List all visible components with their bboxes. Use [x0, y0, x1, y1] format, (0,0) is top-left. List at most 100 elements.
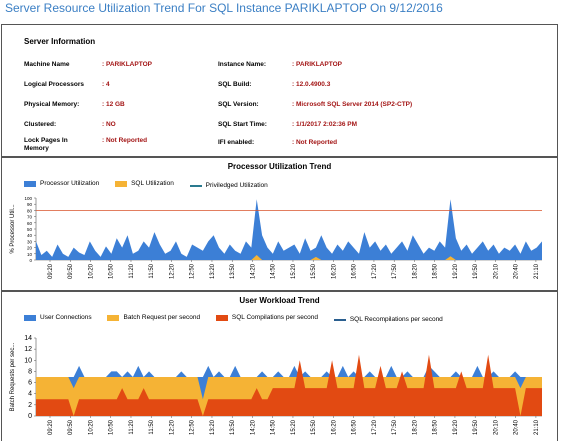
user-workload-chart: Batch Requests per sec... 0 2 4 6 8 10 12 14 09:2…: [10, 335, 542, 435]
x-tick-label: 13:20: [210, 263, 216, 279]
legend-swatch: [215, 314, 228, 321]
legend-label: Priviledged Utilization: [205, 182, 268, 189]
user-workload-panel: User Workload Trend User Connections Bat…: [1, 291, 558, 441]
legend-item-sql-utilization: SQL Utilization: [115, 180, 174, 187]
x-tick-label: 20:10: [493, 263, 499, 279]
info-value: : Not Reported: [102, 137, 148, 144]
x-tick-label: 11:20: [129, 263, 135, 278]
x-tick-label: 12:50: [190, 263, 196, 279]
info-value: : 12 GB: [102, 101, 125, 108]
x-tick-label: 16:20: [331, 263, 337, 279]
x-tick-label: 19:50: [473, 263, 479, 279]
x-tick-label: 10:20: [88, 419, 94, 435]
x-tick-label: 16:50: [352, 419, 358, 435]
y-tick-label: 30: [27, 239, 33, 244]
processor-chart-title: Processor Utilization Trend: [227, 162, 332, 171]
y-tick-label: 20: [27, 246, 33, 251]
x-tick-label: 20:10: [493, 419, 499, 435]
legend-item-sql-recompilations: SQL Recompilations per second: [333, 316, 443, 323]
legend-swatch: [24, 180, 36, 187]
legend-swatch: [107, 314, 120, 321]
x-tick-label: 12:20: [169, 419, 175, 435]
info-label: SQL Version:: [218, 101, 259, 108]
y-tick-label: 6: [28, 380, 32, 387]
page-title: Server Resource Utilization Trend For SQ…: [5, 1, 443, 15]
info-value: : 4: [102, 81, 110, 88]
server-information-panel: Server Information Machine Name : PARIKL…: [1, 24, 558, 157]
x-tick-label: 12:20: [169, 263, 175, 279]
x-tick-label: 13:50: [230, 419, 236, 435]
info-value: : NO: [102, 121, 116, 128]
x-tick-label: 18:20: [412, 419, 418, 435]
x-tick-label: 20:40: [514, 263, 520, 279]
legend-label: SQL Utilization: [131, 180, 174, 187]
info-label: IFI enabled:: [218, 139, 255, 146]
x-tick-label: 17:20: [372, 419, 378, 435]
y-tick-label: 0: [29, 258, 32, 263]
x-tick-label: 19:50: [473, 419, 479, 435]
x-tick-label: 09:20: [48, 419, 54, 435]
y-tick-label: 80: [27, 208, 33, 213]
y-tick-label: 60: [27, 221, 33, 226]
info-label: Clustered:: [24, 121, 57, 128]
x-tick-label: 17:50: [392, 419, 398, 435]
legend-item-batch-requests: Batch Request per second: [107, 314, 200, 321]
y-tick-label: 14: [24, 335, 32, 342]
x-tick-label: 19:20: [453, 263, 459, 279]
legend-item-user-connections: User Connections: [24, 314, 92, 321]
x-tick-label: 15:50: [311, 419, 317, 435]
info-value: : 12.0.4900.3: [292, 81, 331, 88]
y-tick-label: 10: [27, 252, 33, 257]
x-tick-label: 11:20: [129, 419, 135, 434]
x-tick-label: 09:50: [68, 263, 74, 279]
y-tick-label: 100: [24, 196, 32, 201]
x-tick-label: 13:20: [210, 419, 216, 435]
info-label: Lock Pages In Memory: [24, 137, 68, 152]
y-tick-label: 2: [28, 402, 32, 409]
x-tick-label: 17:20: [372, 263, 378, 279]
x-tick-label: 17:50: [392, 263, 398, 279]
legend-swatch: [24, 314, 36, 321]
processor-utilization-chart: % Processor Util...010203040506070809010…: [10, 196, 542, 279]
info-value: : PARIKLAPTOP: [292, 61, 342, 68]
legend-swatch: [189, 184, 202, 187]
workload-chart-title: User Workload Trend: [239, 296, 320, 305]
x-tick-label: 19:20: [453, 419, 459, 435]
legend-item-sql-compilations: SQL Compilations per second: [215, 314, 319, 321]
x-tick-label: 12:50: [190, 419, 196, 435]
y-tick-label: 10: [24, 357, 32, 364]
y-tick-label: 90: [27, 202, 33, 207]
x-tick-label: 13:50: [230, 263, 236, 279]
legend-swatch: [115, 180, 128, 187]
x-tick-label: 09:20: [48, 263, 54, 279]
x-tick-label: 18:20: [412, 263, 418, 279]
processor-utilization-panel: Processor Utilization Trend Processor Ut…: [1, 157, 558, 291]
y-tick-label: 4: [28, 391, 32, 398]
legend-label: Batch Request per second: [123, 314, 201, 321]
x-tick-label: 10:20: [88, 263, 94, 279]
x-tick-label: 14:20: [250, 263, 256, 279]
y-axis-label: % Processor Util...: [10, 204, 16, 254]
x-tick-label: 20:40: [514, 419, 520, 435]
legend-label: SQL Compilations per second: [231, 314, 319, 321]
x-tick-label: 09:50: [68, 419, 74, 435]
legend-item-privileged-utilization: Priviledged Utilization: [189, 182, 268, 189]
x-tick-label: 14:50: [271, 419, 277, 435]
y-axis-label: Batch Requests per sec...: [10, 342, 16, 411]
info-value: : 1/1/2017 2:02:36 PM: [292, 121, 358, 128]
processor-chart-legend: Processor Utilization SQL Utilization Pr…: [24, 180, 282, 189]
legend-label: User Connections: [40, 314, 92, 321]
info-value: : Microsoft SQL Server 2014 (SP2-CTP): [292, 101, 413, 108]
x-tick-label: 15:20: [291, 419, 297, 435]
workload-chart-legend: User Connections Batch Request per secon…: [24, 314, 457, 323]
x-tick-label: 21:10: [534, 419, 540, 435]
x-tick-label: 18:50: [433, 263, 439, 279]
info-label: Physical Memory:: [24, 101, 80, 108]
info-value: : Not Reported: [292, 139, 338, 146]
y-tick-label: 40: [27, 233, 33, 238]
x-tick-label: 16:20: [331, 419, 337, 435]
legend-item-processor-utilization: Processor Utilization: [24, 180, 99, 187]
x-tick-label: 14:50: [271, 263, 277, 279]
x-tick-label: 16:50: [352, 263, 358, 279]
info-label: SQL Build:: [218, 81, 252, 88]
